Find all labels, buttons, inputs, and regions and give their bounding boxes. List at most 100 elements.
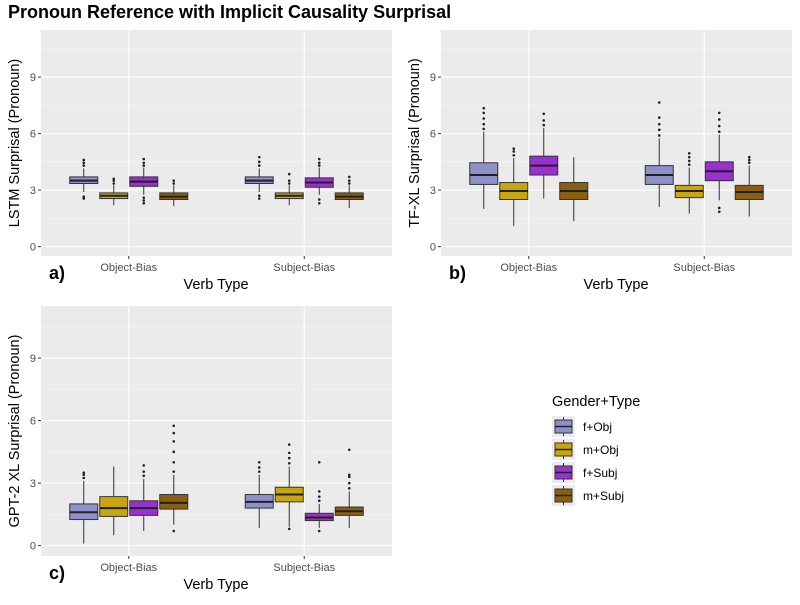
- outlier-point: [482, 106, 486, 110]
- outlier-point: [82, 476, 86, 480]
- y-axis-label: TF-XL Surprisal (Pronoun): [407, 58, 423, 228]
- box-f-subj-object-bias: [129, 464, 159, 531]
- outlier-point: [317, 460, 321, 464]
- legend-label: f+Subj: [583, 466, 617, 480]
- box-f-subj-subject-bias: [704, 111, 734, 214]
- outlier-point: [717, 111, 721, 115]
- y-tick-label: 3: [30, 185, 36, 197]
- legend-item-f-subj: f+Subj: [552, 462, 617, 483]
- box-f-subj-object-bias: [529, 112, 559, 199]
- box-m-subj-subject-bias: [734, 155, 764, 217]
- outlier-point: [142, 201, 146, 205]
- y-tick-label: 6: [430, 129, 436, 141]
- outlier-point: [747, 158, 751, 162]
- panel-a: 0 3 6 9 Object-Bias Subject-Bias LSTM Surprisa…: [7, 30, 392, 293]
- outlier-point: [172, 470, 176, 473]
- outlier-point: [512, 150, 516, 153]
- outlier-point: [512, 147, 516, 150]
- outlier-point: [82, 164, 86, 167]
- outlier-point: [512, 153, 516, 157]
- outlier-point: [347, 481, 351, 485]
- box-m-subj-subject-bias: [334, 448, 364, 528]
- box-f-obj-subject-bias: [644, 101, 674, 208]
- outlier-point: [257, 194, 261, 198]
- outlier-point: [347, 175, 351, 179]
- outlier-point: [172, 179, 176, 182]
- outlier-point: [542, 112, 546, 116]
- outlier-point: [657, 134, 661, 137]
- outlier-point: [317, 161, 321, 165]
- box-m-subj-subject-bias: [334, 175, 364, 208]
- outlier-point: [82, 473, 86, 477]
- box-f-obj-object-bias: [69, 158, 99, 200]
- outlier-point: [142, 474, 146, 478]
- legend-item-m-obj: m+Obj: [552, 439, 619, 460]
- outlier-point: [317, 198, 321, 201]
- outlier-point: [82, 197, 86, 200]
- outlier-point: [172, 460, 176, 464]
- box-f-obj-subject-bias: [244, 155, 274, 200]
- outlier-point: [257, 197, 261, 200]
- outlier-point: [172, 440, 176, 443]
- box-f-obj-object-bias: [69, 471, 99, 544]
- outlier-point: [82, 158, 86, 162]
- outlier-point: [657, 101, 661, 104]
- outlier-point: [542, 119, 546, 122]
- outlier-point: [257, 155, 261, 159]
- outlier-point: [747, 161, 751, 165]
- y-tick-label: 0: [30, 541, 36, 553]
- x-tick-label: Subject-Bias: [673, 262, 735, 274]
- outlier-point: [347, 475, 351, 479]
- box-m-obj-object-bias: [99, 466, 129, 536]
- box-f-obj-subject-bias: [244, 460, 274, 528]
- box-m-obj-subject-bias: [674, 152, 704, 214]
- legend-label: m+Subj: [583, 489, 624, 503]
- y-tick-label: 0: [430, 242, 436, 254]
- outlier-point: [542, 123, 546, 127]
- outlier-point: [317, 164, 321, 167]
- box-m-obj-object-bias: [99, 177, 129, 206]
- outlier-point: [317, 157, 321, 161]
- outlier-point: [172, 424, 176, 428]
- outlier-point: [287, 443, 291, 446]
- y-tick-label: 3: [430, 185, 436, 197]
- outlier-point: [142, 199, 146, 202]
- outlier-point: [287, 456, 291, 460]
- box-m-subj-object-bias: [159, 424, 189, 533]
- outlier-point: [717, 118, 721, 121]
- y-tick-label: 9: [30, 72, 36, 84]
- outlier-point: [142, 464, 146, 467]
- outlier-point: [317, 495, 321, 498]
- x-axis-label: Verb Type: [183, 277, 248, 293]
- x-tick-label: Subject-Bias: [273, 262, 335, 274]
- outlier-point: [717, 130, 721, 133]
- box-m-subj-object-bias: [159, 179, 189, 207]
- legend-label: m+Obj: [583, 443, 619, 457]
- outlier-point: [657, 122, 661, 126]
- outlier-point: [317, 529, 321, 533]
- legend-item-m-subj: m+Subj: [552, 485, 624, 506]
- outlier-point: [82, 161, 86, 165]
- x-tick-label: Object-Bias: [500, 262, 557, 274]
- outlier-point: [112, 179, 116, 182]
- outlier-point: [687, 155, 691, 159]
- outlier-point: [347, 179, 351, 182]
- outlier-point: [82, 471, 86, 474]
- outlier-point: [717, 124, 721, 128]
- outlier-point: [747, 155, 751, 159]
- outlier-point: [172, 431, 176, 435]
- chart-title: Pronoun Reference with Implicit Causalit…: [8, 2, 452, 22]
- outlier-point: [142, 157, 146, 161]
- legend: Gender+Type f+Obj m+Obj f+Subj m+Subj: [552, 394, 640, 506]
- outlier-point: [317, 201, 321, 205]
- box-m-obj-subject-bias: [274, 443, 304, 531]
- outlier-point: [287, 172, 291, 176]
- y-tick-label: 6: [30, 129, 36, 141]
- outlier-point: [287, 527, 291, 531]
- x-tick-label: Object-Bias: [100, 562, 157, 574]
- outlier-point: [172, 182, 176, 185]
- outlier-point: [687, 159, 691, 163]
- outlier-point: [347, 182, 351, 185]
- outlier-point: [257, 160, 261, 164]
- outlier-point: [142, 470, 146, 473]
